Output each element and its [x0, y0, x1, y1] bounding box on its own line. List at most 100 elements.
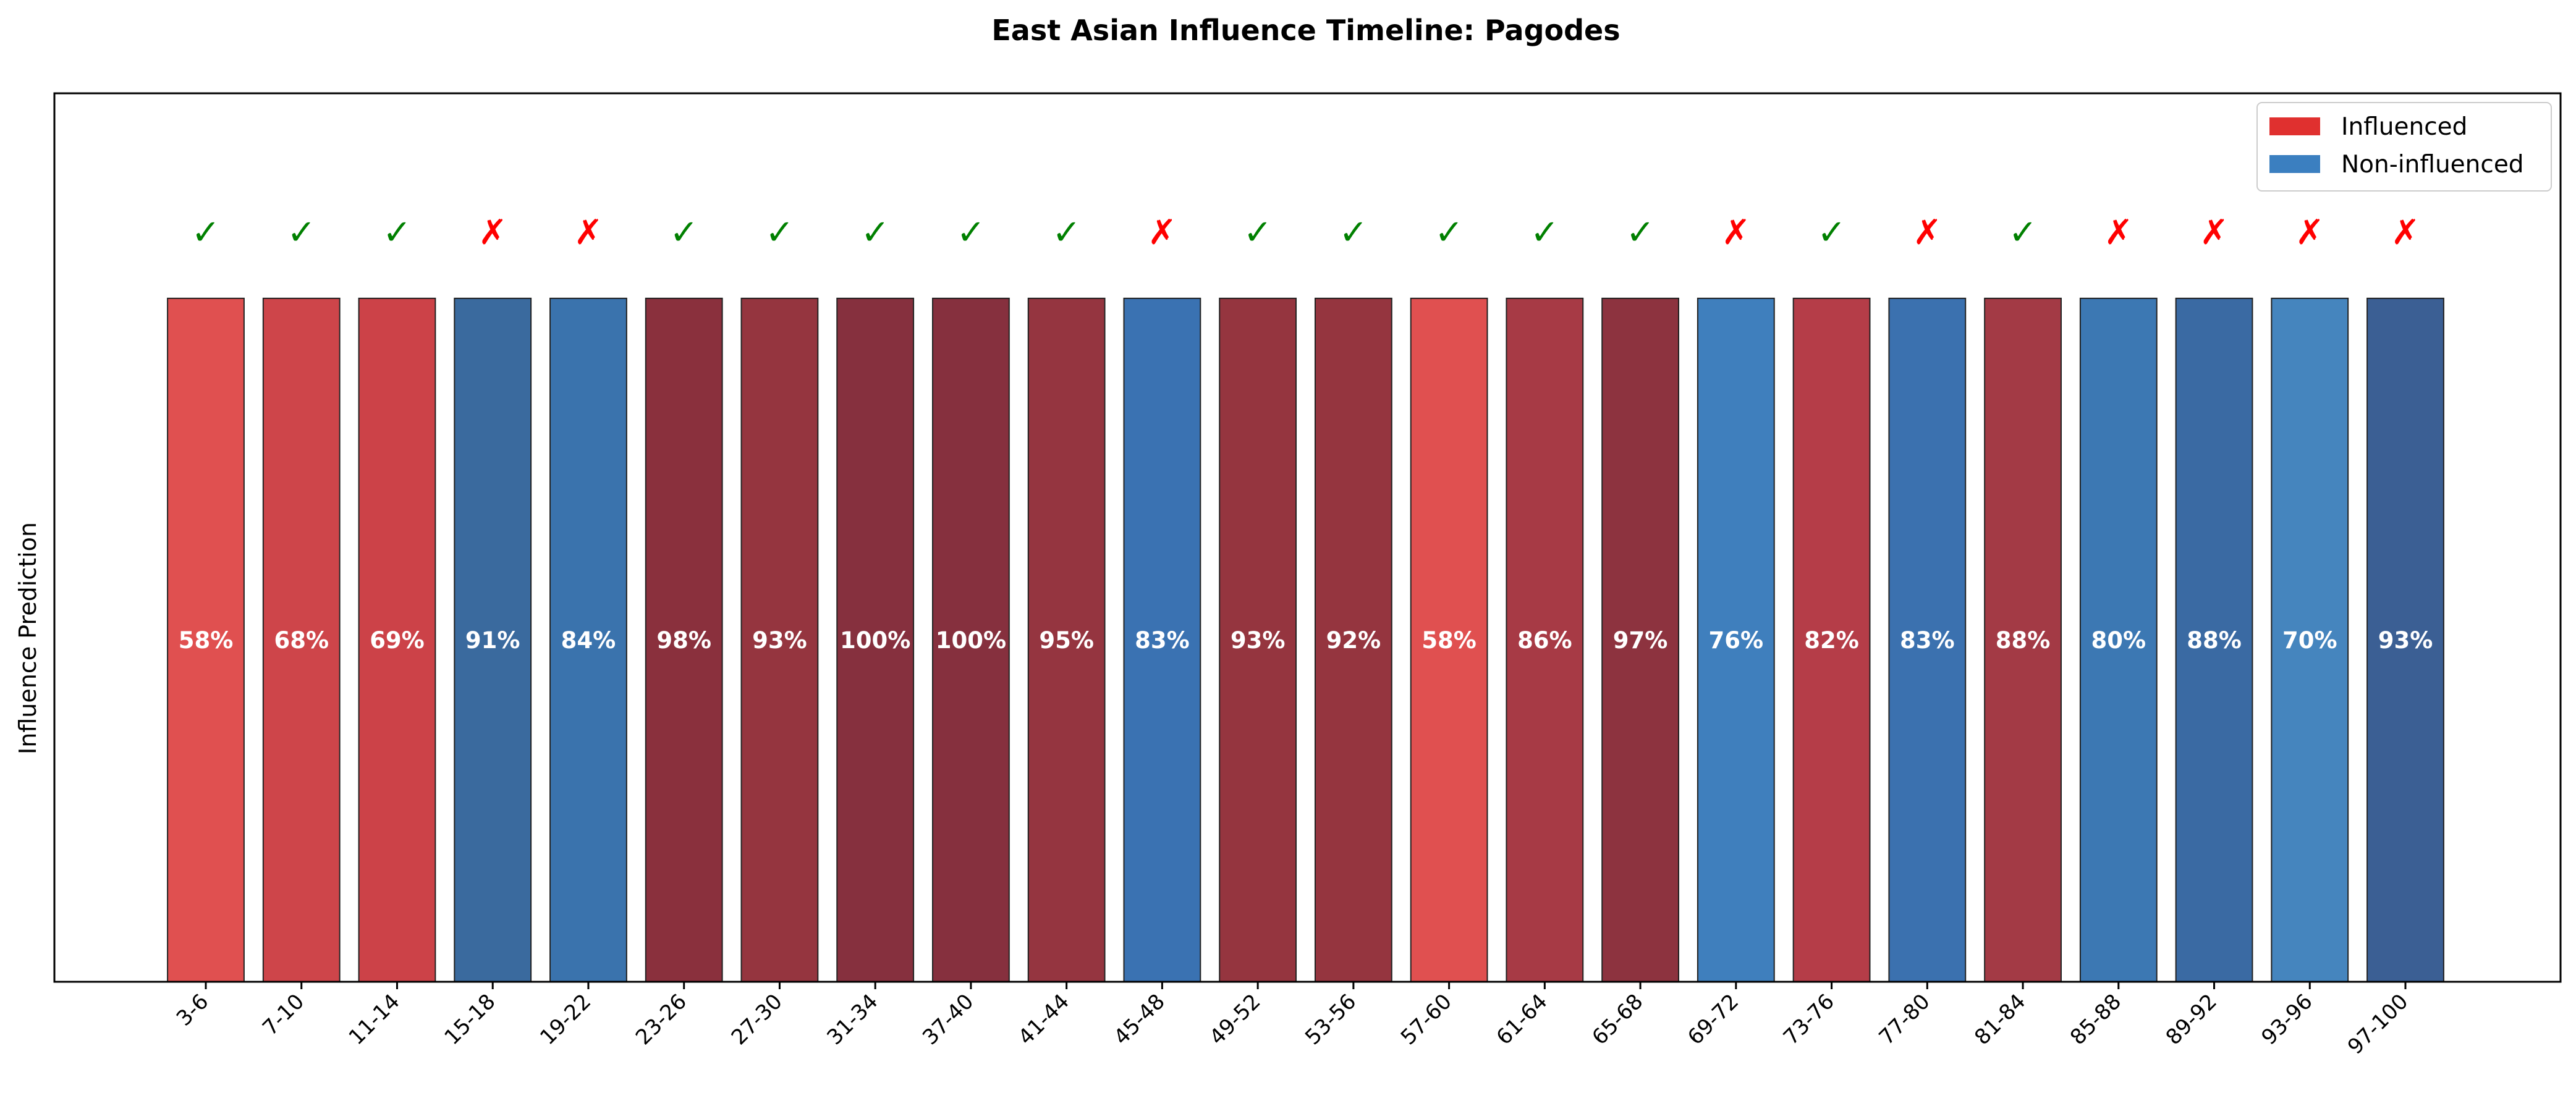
x-tick-label-65-68: 65-68: [1587, 989, 1648, 1050]
x-tick-label-27-30: 27-30: [727, 989, 787, 1050]
x-tick-label-23-26: 23-26: [631, 989, 692, 1050]
value-label-15-18: 91%: [465, 627, 520, 654]
cross-mark-icon-89-92: ✗: [2200, 213, 2229, 253]
value-label-69-72: 76%: [1709, 627, 1764, 654]
correctness-marks-group: ✓ ✓ ✓ ✗ ✗ ✓ ✓ ✓ ✓ ✓ ✗ ✓ ✓ ✓ ✓ ✓ ✗ ✓ ✗ ✓ ✗ ✗ ✗ ✗: [192, 213, 2420, 253]
x-tick-label-73-76: 73-76: [1779, 989, 1839, 1050]
bar-49-52: [1219, 297, 1297, 982]
check-mark-icon-81-84: ✓: [2009, 213, 2038, 253]
bar-19-22: [549, 297, 627, 982]
check-mark-icon-11-14: ✓: [383, 213, 412, 253]
x-tick-label-69-72: 69-72: [1683, 989, 1743, 1050]
x-tick-label-7-10: 7-10: [258, 989, 309, 1040]
bar-77-80: [1888, 297, 1967, 982]
check-mark-icon-23-26: ✓: [669, 213, 698, 253]
bar-57-60: [1410, 297, 1488, 982]
bar-89-92: [2175, 297, 2253, 982]
value-label-3-6: 58%: [179, 627, 234, 654]
x-tick-label-93-96: 93-96: [2256, 989, 2317, 1050]
cross-mark-icon-97-100: ✗: [2391, 213, 2420, 253]
bars-group: [167, 297, 2444, 982]
bar-61-64: [1506, 297, 1584, 982]
x-tick-label-31-34: 31-34: [822, 989, 883, 1050]
x-tick-label-15-18: 15-18: [439, 989, 500, 1050]
value-label-7-10: 68%: [274, 627, 329, 654]
check-mark-icon-3-6: ✓: [192, 213, 221, 253]
value-label-19-22: 84%: [561, 627, 616, 654]
bar-11-14: [358, 297, 436, 982]
bar-93-96: [2271, 297, 2349, 982]
cross-mark-icon-45-48: ✗: [1148, 213, 1177, 253]
bar-69-72: [1697, 297, 1775, 982]
value-label-77-80: 83%: [1900, 627, 1955, 654]
cross-mark-icon-19-22: ✗: [574, 213, 603, 253]
x-tick-label-3-6: 3-6: [172, 989, 214, 1031]
x-tick-label-61-64: 61-64: [1492, 989, 1553, 1050]
x-tick-label-81-84: 81-84: [1970, 989, 2030, 1050]
check-mark-icon-31-34: ✓: [861, 213, 890, 253]
value-label-73-76: 82%: [1804, 627, 1859, 654]
check-mark-icon-27-30: ✓: [765, 213, 794, 253]
value-label-57-60: 58%: [1421, 627, 1477, 654]
bar-31-34: [836, 297, 915, 982]
bar-81-84: [1984, 297, 2062, 982]
x-tick-label-97-100: 97-100: [2343, 989, 2413, 1059]
x-tick-label-37-40: 37-40: [918, 989, 978, 1050]
x-tick-label-77-80: 77-80: [1875, 989, 1935, 1050]
value-label-49-52: 93%: [1231, 627, 1286, 654]
legend-label-non-influenced: Non-influenced: [2341, 151, 2524, 179]
cross-mark-icon-85-88: ✗: [2104, 213, 2133, 253]
cross-mark-icon-15-18: ✗: [478, 213, 507, 253]
check-mark-icon-57-60: ✓: [1434, 213, 1464, 253]
bar-85-88: [2079, 297, 2158, 982]
x-tick-label-57-60: 57-60: [1396, 989, 1457, 1050]
bar-97-100: [2366, 297, 2444, 982]
value-label-97-100: 93%: [2378, 627, 2433, 654]
value-label-81-84: 88%: [1996, 627, 2051, 654]
value-label-37-40: 100%: [936, 627, 1006, 654]
value-label-11-14: 69%: [370, 627, 425, 654]
check-mark-icon-65-68: ✓: [1626, 213, 1655, 253]
x-tick-label-85-88: 85-88: [2065, 989, 2126, 1050]
value-label-45-48: 83%: [1135, 627, 1190, 654]
legend: Influenced Non-influenced: [2256, 102, 2552, 192]
bar-7-10: [262, 297, 341, 982]
value-label-85-88: 80%: [2091, 627, 2146, 654]
value-label-41-44: 95%: [1039, 627, 1094, 654]
cross-mark-icon-69-72: ✗: [1721, 213, 1750, 253]
x-tick-label-49-52: 49-52: [1205, 989, 1265, 1050]
bar-41-44: [1027, 297, 1106, 982]
x-tick-label-41-44: 41-44: [1014, 989, 1074, 1050]
x-tick-label-53-56: 53-56: [1300, 989, 1361, 1050]
plot-frame: [53, 92, 2562, 983]
bar-65-68: [1601, 297, 1679, 982]
x-tick-label-11-14: 11-14: [344, 989, 405, 1050]
chart-title: East Asian Influence Timeline: Pagodes: [991, 14, 1620, 47]
check-mark-icon-49-52: ✓: [1244, 213, 1273, 253]
check-mark-icon-73-76: ✓: [1817, 213, 1846, 253]
value-label-65-68: 97%: [1613, 627, 1668, 654]
bar-15-18: [454, 297, 532, 982]
check-mark-icon-61-64: ✓: [1530, 213, 1559, 253]
x-tick-label-89-92: 89-92: [2161, 989, 2222, 1050]
y-axis-label: Influence Prediction: [14, 522, 41, 754]
value-label-61-64: 86%: [1517, 627, 1572, 654]
bar-53-56: [1314, 297, 1392, 982]
legend-swatch-non-influenced: [2269, 155, 2320, 173]
value-label-23-26: 98%: [656, 627, 711, 654]
value-label-31-34: 100%: [840, 627, 910, 654]
bar-23-26: [645, 297, 723, 982]
check-mark-icon-53-56: ✓: [1339, 213, 1368, 253]
cross-mark-icon-77-80: ✗: [1913, 213, 1942, 253]
value-labels-group: 58% 68% 69% 91% 84% 98% 93% 100% 100% 95% 83% 93% 92…: [179, 627, 2433, 654]
legend-swatch-influenced: [2269, 117, 2320, 135]
value-label-89-92: 88%: [2187, 627, 2242, 654]
value-label-53-56: 92%: [1326, 627, 1381, 654]
x-ticks-group: 3-6 7-10 11-14 15-18 19-22 23-26 27-30 31-34 37-…: [172, 982, 2413, 1060]
bar-45-48: [1123, 297, 1201, 982]
value-label-27-30: 93%: [752, 627, 807, 654]
value-label-93-96: 70%: [2282, 627, 2337, 654]
legend-box: [2256, 102, 2552, 192]
check-mark-icon-7-10: ✓: [287, 213, 316, 253]
